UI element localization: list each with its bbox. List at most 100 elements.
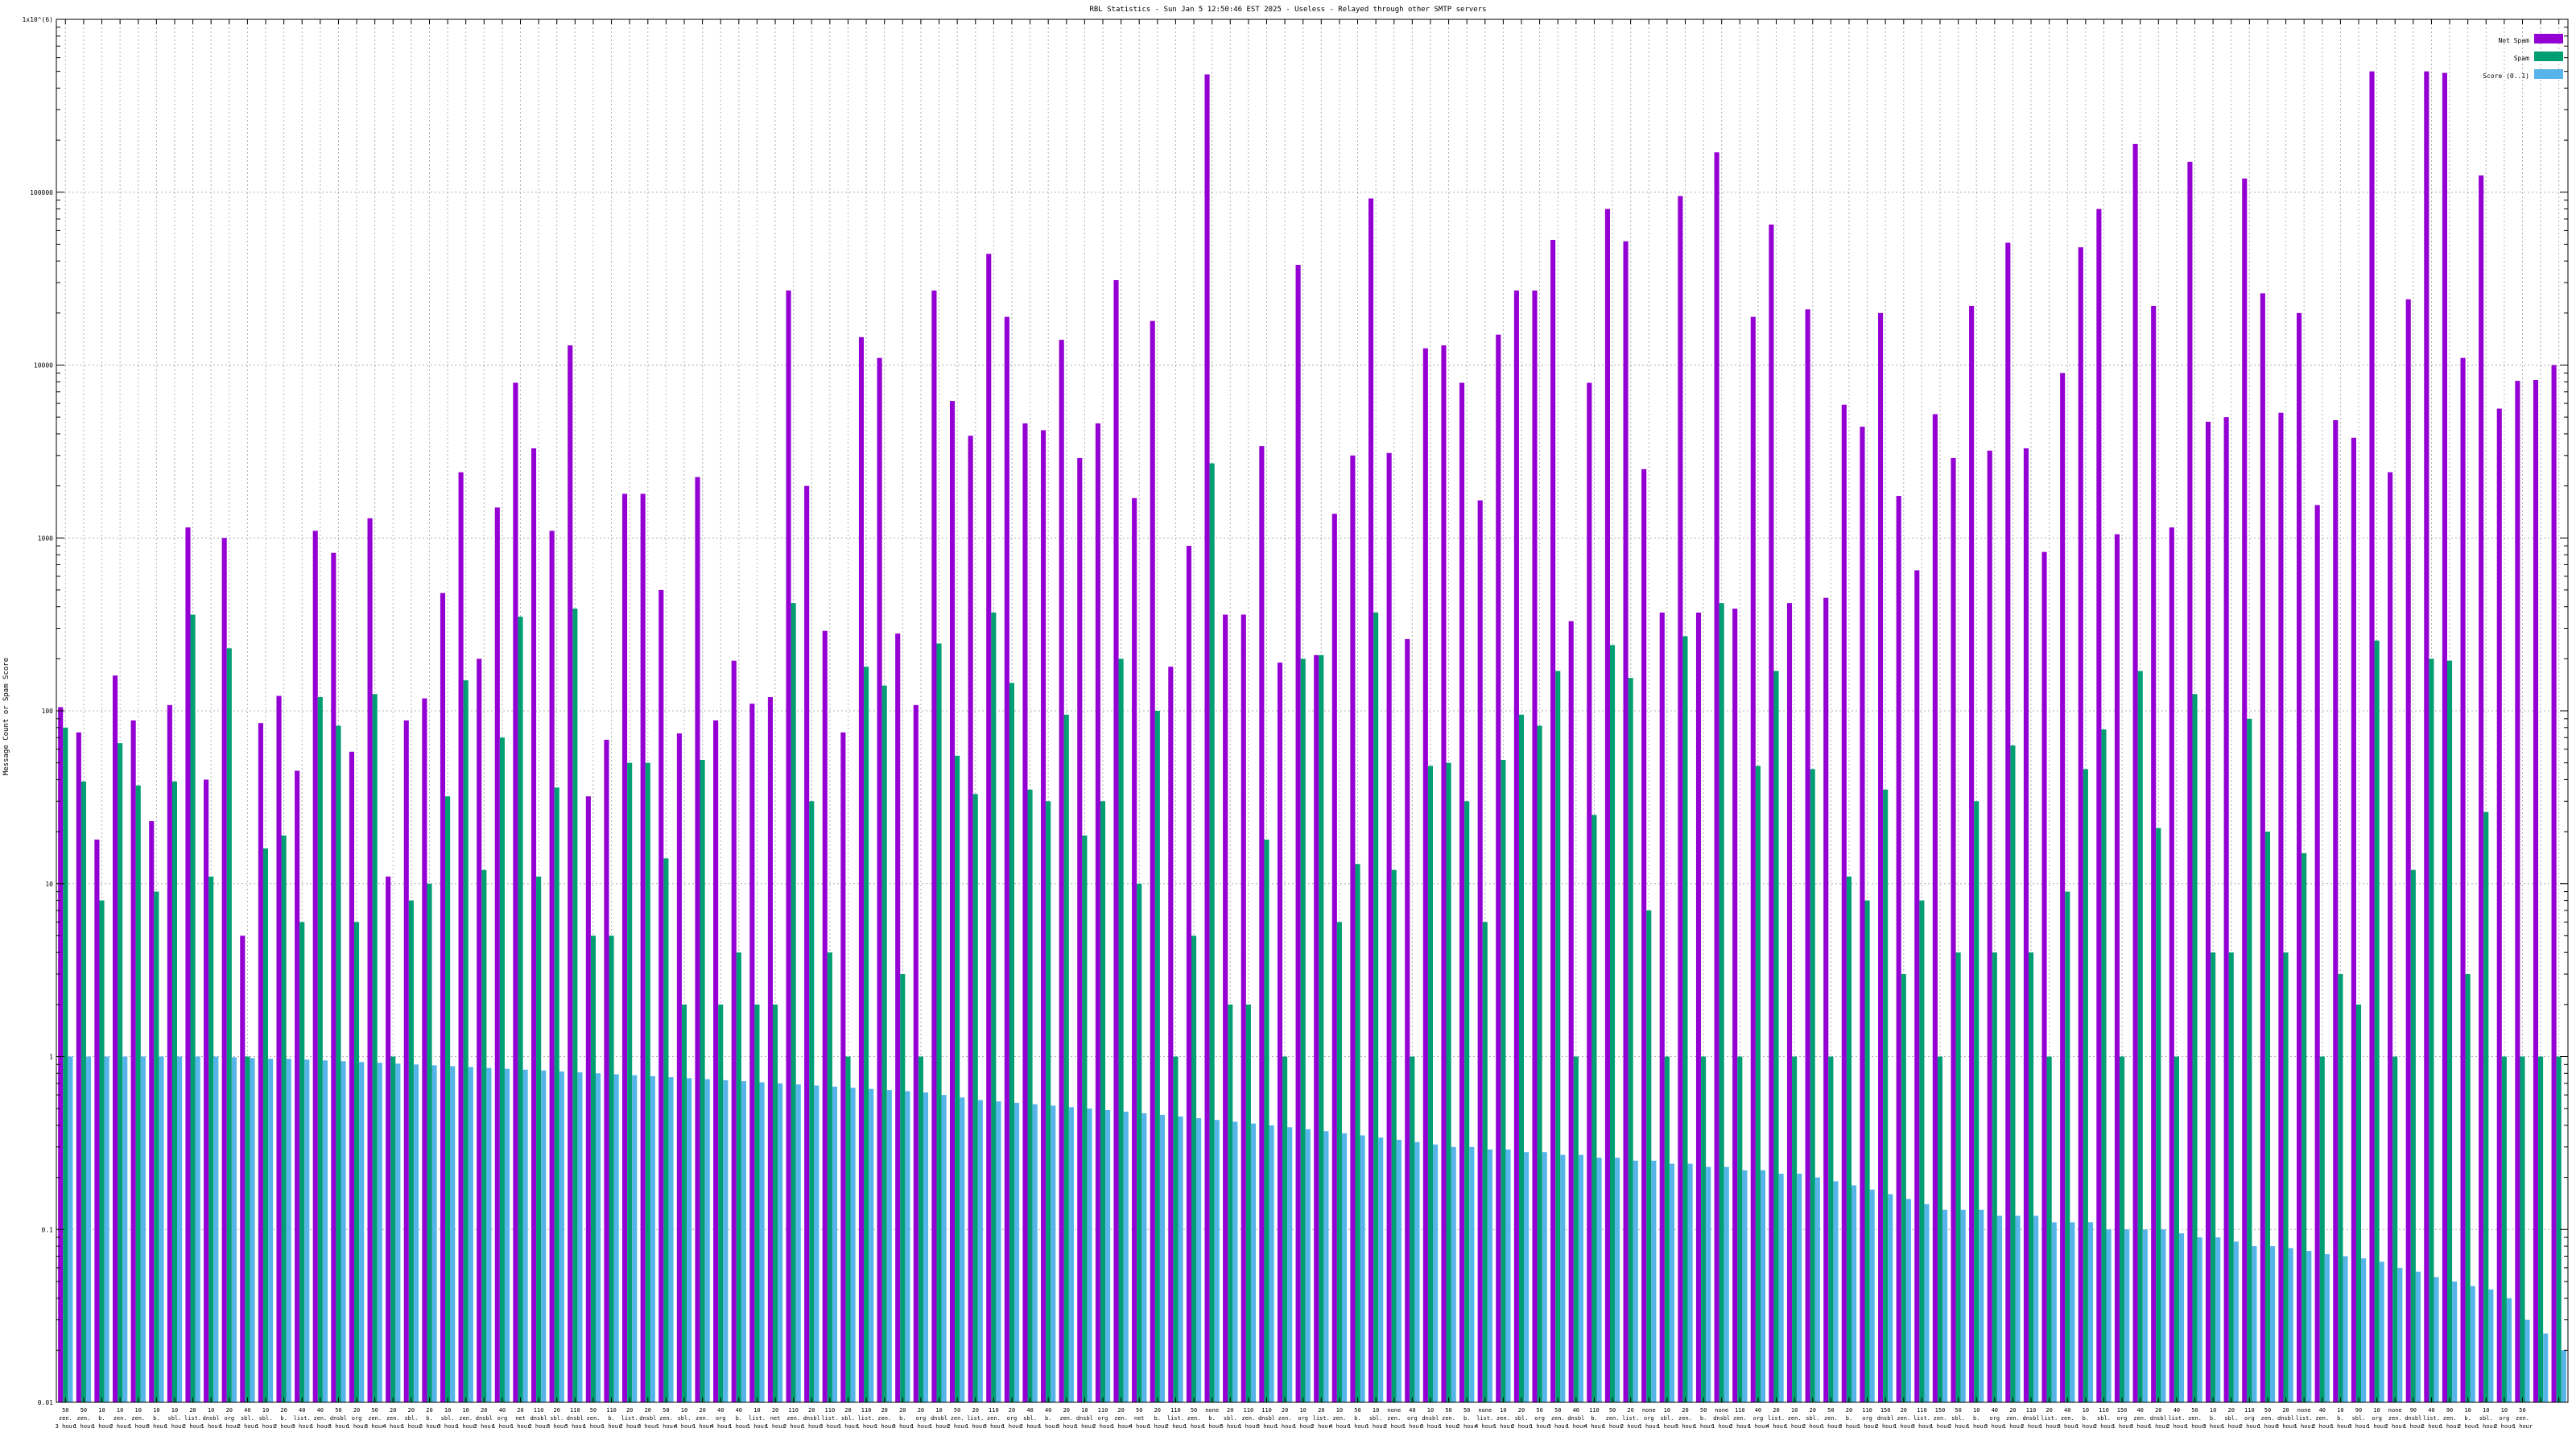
x-tick-label: 40 [717, 1407, 724, 1414]
bar-not-spam [1823, 597, 1829, 1402]
x-tick-label: 40 [2319, 1407, 2326, 1414]
x-tick-label: 2 hour [237, 1423, 258, 1430]
x-tick-label: 1 hour [765, 1423, 785, 1430]
bar-spam [1427, 766, 1434, 1402]
bar-score [1996, 1216, 2002, 1402]
x-tick-label: 1 hour [1857, 1423, 1877, 1430]
bar-spam [63, 727, 68, 1402]
bar-spam [2228, 952, 2234, 1402]
x-tick-label: none [1205, 1407, 1219, 1414]
bar-not-spam [877, 357, 882, 1402]
bar-spam [1737, 1056, 1743, 1402]
bar-score [2324, 1253, 2330, 1402]
x-tick-label: zen. [459, 1415, 473, 1422]
bar-score [395, 1063, 401, 1402]
x-tick-label: org [352, 1415, 362, 1422]
x-tick-label: 10 [935, 1407, 942, 1414]
x-tick-label: 110 [1589, 1407, 1600, 1414]
x-tick-label: 10 [681, 1407, 687, 1414]
bar-score [359, 1062, 365, 1402]
x-tick-label: 50 [1445, 1407, 1451, 1414]
x-tick-label: 20 [2282, 1407, 2289, 1414]
x-tick-label: list. [858, 1415, 875, 1422]
bar-not-spam [1496, 334, 1501, 1403]
bar-spam [2392, 1056, 2398, 1402]
bar-not-spam [367, 518, 373, 1402]
bar-spam [1955, 952, 1961, 1402]
bar-spam [1919, 900, 1925, 1402]
x-tick-label: 4 hour [711, 1423, 731, 1430]
x-tick-label: 3 hour [147, 1423, 167, 1430]
bar-score [2142, 1229, 2148, 1402]
bar-spam [864, 667, 869, 1402]
bar-not-spam [1059, 340, 1064, 1402]
bar-spam [881, 685, 887, 1402]
bar-not-spam [1695, 612, 1702, 1402]
x-tick-label: dnsbl [2405, 1415, 2421, 1422]
bar-score [1269, 1125, 1274, 1402]
x-tick-label: sbl. [1023, 1415, 1037, 1422]
x-tick-label: 20 [408, 1407, 415, 1414]
legend-label: Not Spam [2498, 37, 2529, 44]
x-tick-label: 110 [788, 1407, 799, 1414]
x-tick-label: 50 [1554, 1407, 1561, 1414]
bar-spam [2338, 974, 2343, 1402]
x-tick-label: org [497, 1415, 508, 1422]
x-tick-label: 2 hour [183, 1423, 203, 1430]
bar-score [2270, 1246, 2276, 1402]
x-tick-label: 1 hour [219, 1423, 239, 1430]
bar-score [1852, 1185, 1857, 1402]
bar-spam [627, 762, 633, 1402]
bar-not-spam [1295, 264, 1301, 1403]
bar-spam [1828, 1056, 1834, 1402]
bar-not-spam [767, 696, 773, 1402]
bar-score [1560, 1154, 1566, 1402]
bar-spam [245, 1056, 250, 1402]
bar-score [2506, 1298, 2512, 1402]
x-tick-label: sbl. [2224, 1415, 2238, 1422]
x-tick-label: 10 [1373, 1407, 1379, 1414]
bar-score [2524, 1319, 2530, 1402]
x-tick-label: 40 [1573, 1407, 1579, 1414]
bar-spam [80, 781, 86, 1402]
x-tick-label: zen. [1824, 1415, 1838, 1422]
x-tick-label: list. [2423, 1415, 2440, 1422]
x-tick-label: 1 hour [201, 1423, 221, 1430]
bar-not-spam [840, 732, 846, 1402]
bar-score [1814, 1177, 1820, 1402]
bar-score [195, 1056, 200, 1402]
bar-not-spam [895, 633, 901, 1402]
bar-score [1888, 1194, 1893, 1402]
bar-not-spam [2460, 357, 2466, 1402]
bar-not-spam [786, 290, 791, 1402]
bar-not-spam [2515, 381, 2520, 1402]
bar-not-spam [2533, 380, 2539, 1402]
bar-not-spam [822, 630, 828, 1402]
bar-not-spam [1132, 497, 1137, 1402]
bar-spam [900, 974, 906, 1402]
x-tick-label: sbl. [2479, 1415, 2493, 1422]
x-tick-label: b. [1208, 1415, 1215, 1422]
x-tick-label: 20 [517, 1407, 523, 1414]
x-tick-label: 40 [299, 1407, 305, 1414]
x-tick-label: 40 [244, 1407, 250, 1414]
x-tick-label: 1 hour [747, 1423, 767, 1430]
bar-score [341, 1061, 346, 1402]
bar-score [1578, 1154, 1583, 1402]
x-tick-label: 2 hour [1730, 1423, 1750, 1430]
x-tick-label: 2 hour [2458, 1423, 2478, 1430]
bar-spam [1464, 801, 1470, 1402]
x-tick-label: zen. [1496, 1415, 1510, 1422]
x-tick-label: 20 [1117, 1407, 1124, 1414]
x-tick-label: 10 [1299, 1407, 1306, 1414]
x-tick-label: 50 [1536, 1407, 1542, 1414]
bar-score [1487, 1149, 1492, 1402]
bar-score [1214, 1120, 1220, 1402]
bar-not-spam [1587, 382, 1592, 1402]
x-tick-label: 50 [80, 1407, 87, 1414]
bar-not-spam [1168, 667, 1174, 1402]
x-tick-label: 1 hour [2185, 1423, 2205, 1430]
x-tick-label: 1 hour [874, 1423, 894, 1430]
x-tick-label: 110 [1735, 1407, 1745, 1414]
y-tick-label: 10000 [34, 362, 53, 369]
